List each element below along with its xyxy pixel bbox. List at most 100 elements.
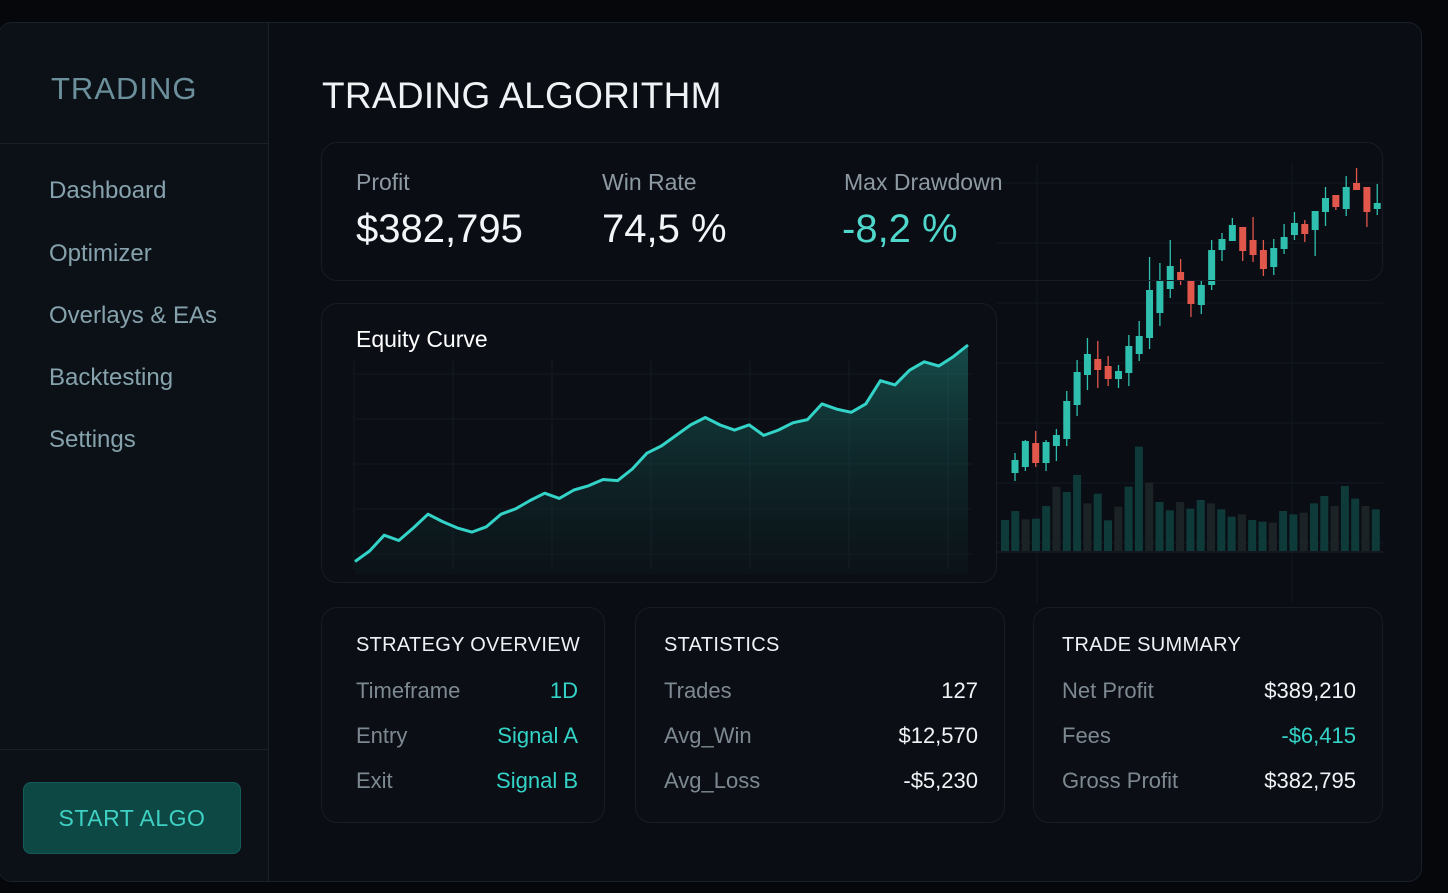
row-value: Signal A — [497, 723, 578, 748]
candle-body — [1156, 280, 1164, 313]
volume-bar — [1031, 518, 1040, 551]
volume-bar — [1176, 502, 1185, 551]
row-value: Signal B — [496, 768, 578, 793]
sidebar-item-overlays[interactable]: Overlays & EAs — [49, 302, 218, 329]
volume-bar — [1165, 510, 1174, 551]
statistics-card: STATISTICS Trades 127 Avg_Win $12,570 Avg_… — [635, 607, 1005, 823]
volume-bar — [1145, 482, 1154, 551]
sidebar-item-settings[interactable]: Settings — [49, 426, 136, 453]
volume-bar — [1186, 508, 1195, 551]
candle-body — [1311, 211, 1319, 230]
candle-body — [1063, 401, 1071, 439]
volume-bar — [1001, 520, 1009, 551]
candle-body — [1094, 359, 1102, 370]
volume-bar — [1073, 475, 1082, 551]
candle-body — [1115, 371, 1122, 379]
sidebar-item-optimizer[interactable]: Optimizer — [49, 240, 152, 267]
candle-body — [1073, 372, 1081, 405]
row-value: $12,570 — [898, 723, 978, 748]
trade-summary-row: Gross Profit $382,795 — [1062, 768, 1356, 794]
row-value: -$5,230 — [903, 768, 978, 793]
candle-body — [1011, 460, 1019, 473]
candle-body — [1270, 248, 1278, 267]
trade-summary-title: TRADE SUMMARY — [1062, 634, 1242, 656]
profit-value: $382,795 — [356, 207, 523, 251]
row-label: Trades — [664, 678, 732, 703]
volume-bar — [1289, 514, 1298, 551]
candle-body — [1228, 225, 1236, 241]
row-value: 127 — [941, 678, 978, 703]
statistics-title: STATISTICS — [664, 634, 780, 656]
volume-bar — [1042, 506, 1051, 551]
volume-bar — [1155, 502, 1164, 551]
candle-body — [1208, 250, 1216, 285]
page-title: TRADING ALGORITHM — [322, 75, 722, 116]
row-label: Exit — [356, 768, 393, 793]
volume-bar — [1062, 492, 1071, 551]
row-value: $389,210 — [1264, 678, 1356, 703]
candle-body — [1249, 240, 1257, 255]
candle-body — [1373, 203, 1381, 209]
start-algo-button[interactable]: START ALGO — [23, 782, 241, 854]
candle-body — [1259, 250, 1267, 269]
brand-logo: TRADING — [51, 71, 198, 106]
row-label: Gross Profit — [1062, 768, 1179, 793]
row-label: Fees — [1062, 723, 1111, 748]
volume-bar — [1134, 446, 1143, 551]
equity-area — [355, 345, 968, 574]
equity-curve-title: Equity Curve — [356, 326, 488, 352]
volume-bar — [1021, 519, 1030, 551]
volume-bar — [1268, 522, 1277, 551]
app-window: TRADING Dashboard Optimizer Overlays & E… — [0, 22, 1422, 882]
volume-bar — [1093, 493, 1102, 551]
volume-bar — [1248, 520, 1257, 551]
candlestick-chart — [997, 163, 1383, 603]
candle-body — [1363, 187, 1371, 212]
volume-bar — [1114, 506, 1123, 551]
strategy-row: Exit Signal B — [356, 768, 578, 794]
candle-body — [1042, 442, 1050, 463]
candle-body — [1332, 195, 1340, 207]
row-label: Entry — [356, 723, 408, 748]
candle-body — [1342, 187, 1350, 209]
volume-bar — [1052, 486, 1061, 551]
candle-body — [1301, 224, 1309, 234]
strategy-row: Entry Signal A — [356, 723, 578, 749]
candle-body — [1239, 227, 1247, 251]
candle-body — [1083, 354, 1091, 375]
volume-bar — [1227, 516, 1236, 551]
equity-line — [354, 343, 969, 563]
volume-bar — [1320, 496, 1329, 551]
divider — [0, 749, 269, 750]
candle-body — [1322, 198, 1329, 212]
volume-bar — [1340, 486, 1349, 551]
sidebar-item-backtesting[interactable]: Backtesting — [49, 364, 174, 391]
candle-body — [1353, 183, 1361, 190]
drawdown-value: -8,2 % — [842, 207, 958, 251]
equity-curve-chart — [353, 343, 972, 574]
volume-bar — [1279, 511, 1288, 551]
volume-bar — [1207, 503, 1215, 551]
volume-bar — [1310, 503, 1318, 551]
strategy-overview-card: STRATEGY OVERVIEW Timeframe 1D Entry Signa… — [321, 607, 605, 823]
winrate-label: Win Rate — [602, 169, 697, 195]
volume-bar — [1217, 509, 1226, 551]
strategy-row: Timeframe 1D — [356, 678, 578, 704]
candle-body — [1052, 435, 1060, 446]
strategy-overview-title: STRATEGY OVERVIEW — [356, 634, 581, 656]
equity-curve-card: Equity Curve — [321, 303, 997, 583]
kpi-card: Profit $382,795 Win Rate 74,5 % Max Draw… — [321, 142, 1383, 281]
volume-bar — [1351, 498, 1360, 551]
statistics-row: Avg_Loss -$5,230 — [664, 768, 978, 794]
volume-bar — [1299, 512, 1308, 551]
sidebar-item-dashboard[interactable]: Dashboard — [49, 177, 167, 204]
candle-body — [1135, 336, 1143, 354]
volume-bar — [1361, 506, 1370, 551]
candle-body — [1021, 441, 1029, 467]
row-label: Timeframe — [356, 678, 461, 703]
candle-body — [1187, 280, 1195, 304]
candle-body — [1104, 366, 1112, 379]
drawdown-label: Max Drawdown — [844, 169, 1003, 195]
volume-bar — [1104, 520, 1112, 551]
divider — [0, 143, 269, 144]
